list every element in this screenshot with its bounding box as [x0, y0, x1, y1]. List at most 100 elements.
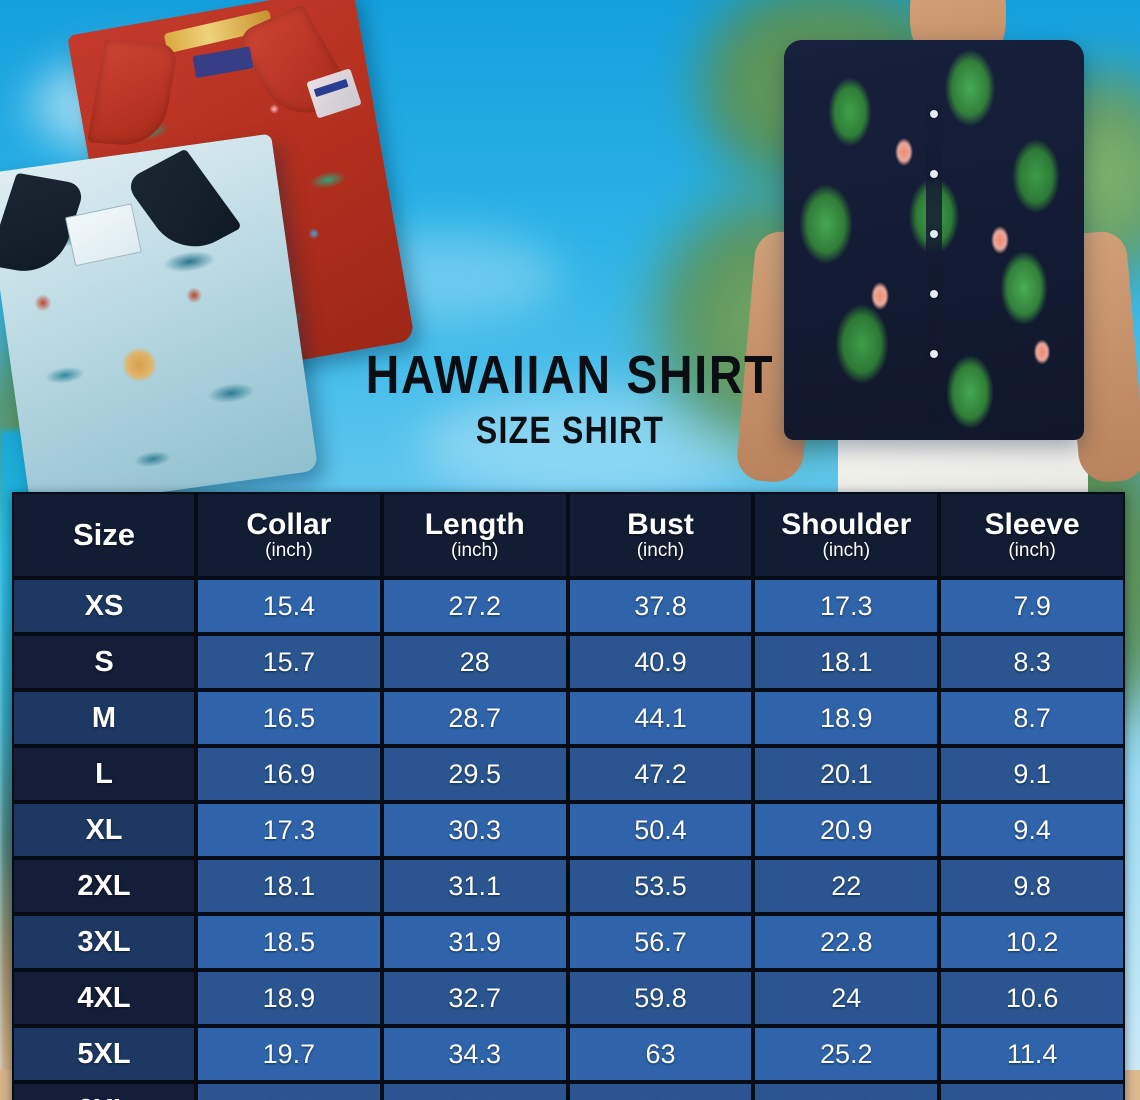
size-cell-3xl: 3XL — [12, 914, 196, 970]
col-header-label: Size — [72, 516, 136, 552]
cell-collar: 15.4 — [196, 578, 382, 634]
cell-collar: 19.7 — [196, 1026, 382, 1082]
cell-bust: 47.2 — [567, 746, 754, 802]
cell-length: 31.9 — [381, 914, 568, 970]
table-row: 4XL 18.9 32.7 59.8 24 10.6 — [12, 970, 1125, 1026]
table-body: XS 15.4 27.2 37.8 17.3 7.9 S 15.7 28 40.9 18.1 8.3 M… — [12, 578, 1125, 1100]
size-cell-xs: XS — [12, 578, 196, 634]
cell-length: 27.2 — [381, 578, 568, 634]
shirt-brand-label — [192, 46, 254, 79]
table-row: 3XL 18.5 31.9 56.7 22.8 10.2 — [12, 914, 1125, 970]
cell-length: 34.3 — [381, 1026, 568, 1082]
col-header-label: Bust — [627, 507, 694, 541]
shirt-button — [930, 290, 938, 298]
shirt-button — [930, 110, 938, 118]
table-row: 5XL 19.7 34.3 63 25.2 11.4 — [12, 1026, 1125, 1082]
size-cell-xl: XL — [12, 802, 196, 858]
cell-length: 29.5 — [381, 746, 568, 802]
cell-sleeve: 9.4 — [939, 802, 1125, 858]
cell-bust: 37.8 — [567, 578, 754, 634]
table-row: S 15.7 28 40.9 18.1 8.3 — [12, 634, 1125, 690]
cell-shoulder: 18.9 — [753, 690, 940, 746]
folded-shirts-photo — [0, 0, 430, 511]
col-header-shoulder: Shoulder (inch) — [753, 492, 940, 578]
size-cell-2xl: 2XL — [12, 858, 196, 914]
cell-collar: 16.9 — [196, 746, 382, 802]
shirt-collar-left — [86, 39, 179, 148]
cell-sleeve: 8.7 — [939, 690, 1125, 746]
cell-shoulder: 20.1 — [753, 746, 940, 802]
cell-length: 35.8 — [381, 1082, 568, 1100]
cell-collar: 16.5 — [196, 690, 382, 746]
light-blue-tropical-shirt — [0, 133, 319, 511]
size-cell-s: S — [12, 634, 196, 690]
cell-collar: 15.7 — [196, 634, 382, 690]
cell-sleeve: 7.9 — [939, 578, 1125, 634]
col-header-label: Sleeve — [984, 507, 1080, 541]
cell-length: 28 — [381, 634, 568, 690]
table-row: 2XL 18.1 31.1 53.5 22 9.8 — [12, 858, 1125, 914]
cell-sleeve: 11.4 — [939, 1026, 1125, 1082]
size-chart-table: Size Collar (inch) Length (inch) Bust (inch) Sh… — [12, 492, 1125, 1100]
cell-length: 30.3 — [381, 802, 568, 858]
cell-length: 31.1 — [381, 858, 568, 914]
cell-shoulder: 26.8 — [753, 1082, 940, 1100]
cell-sleeve: 9.1 — [939, 746, 1125, 802]
cell-sleeve: 9.8 — [939, 858, 1125, 914]
shirt-collar-right — [123, 148, 243, 261]
col-header-size: Size — [12, 492, 196, 578]
cell-bust: 40.9 — [567, 634, 754, 690]
col-header-unit: (inch) — [1008, 540, 1056, 562]
col-header-bust: Bust (inch) — [567, 492, 754, 578]
col-header-collar: Collar (inch) — [196, 492, 382, 578]
col-header-unit: (inch) — [450, 540, 499, 562]
cell-sleeve: 12.2 — [939, 1082, 1125, 1100]
cell-collar: 18.1 — [196, 858, 382, 914]
col-header-label: Length — [424, 507, 525, 541]
table-header: Size Collar (inch) Length (inch) Bust (inch) Sh… — [12, 492, 1125, 578]
cell-shoulder: 22.8 — [753, 914, 940, 970]
col-header-unit: (inch) — [265, 540, 313, 562]
cell-bust: 50.4 — [567, 802, 754, 858]
cell-collar: 17.3 — [196, 802, 382, 858]
table-row: XS 15.4 27.2 37.8 17.3 7.9 — [12, 578, 1125, 634]
cell-length: 32.7 — [381, 970, 568, 1026]
size-cell-4xl: 4XL — [12, 970, 196, 1026]
cell-shoulder: 22 — [753, 858, 940, 914]
size-cell-6xl: 6XL — [12, 1082, 196, 1100]
cell-length: 28.7 — [381, 690, 568, 746]
cell-collar: 18.9 — [196, 970, 382, 1026]
cell-shoulder: 24 — [753, 970, 940, 1026]
col-header-length: Length (inch) — [381, 492, 568, 578]
cell-bust: 63 — [567, 1026, 754, 1082]
cell-bust: 56.7 — [567, 914, 754, 970]
cell-shoulder: 25.2 — [753, 1026, 940, 1082]
size-cell-m: M — [12, 690, 196, 746]
table-row: M 16.5 28.7 44.1 18.9 8.7 — [12, 690, 1125, 746]
shirt-placket — [926, 56, 942, 426]
table-row: L 16.9 29.5 47.2 20.1 9.1 — [12, 746, 1125, 802]
model-photo — [720, 0, 1140, 492]
cell-sleeve: 8.3 — [939, 634, 1125, 690]
table-row: XL 17.3 30.3 50.4 20.9 9.4 — [12, 802, 1125, 858]
cell-shoulder: 17.3 — [753, 578, 940, 634]
cell-sleeve: 10.6 — [939, 970, 1125, 1026]
shirt-button — [930, 350, 938, 358]
col-header-label: Shoulder — [781, 507, 912, 541]
col-header-unit: (inch) — [822, 540, 871, 562]
cell-sleeve: 10.2 — [939, 914, 1125, 970]
col-header-unit: (inch) — [636, 540, 685, 562]
table-row: 6XL20.535.866.526.812.2 — [12, 1082, 1125, 1100]
cell-bust: 44.1 — [567, 690, 754, 746]
shirt-button — [930, 170, 938, 178]
cell-bust: 53.5 — [567, 858, 754, 914]
shirt-button — [930, 230, 938, 238]
cell-bust: 59.8 — [567, 970, 754, 1026]
col-header-sleeve: Sleeve (inch) — [939, 492, 1125, 578]
col-header-label: Collar — [246, 507, 332, 541]
cell-shoulder: 20.9 — [753, 802, 940, 858]
size-cell-5xl: 5XL — [12, 1026, 196, 1082]
table-header-row: Size Collar (inch) Length (inch) Bust (inch) Sh… — [12, 492, 1125, 578]
cell-collar: 18.5 — [196, 914, 382, 970]
